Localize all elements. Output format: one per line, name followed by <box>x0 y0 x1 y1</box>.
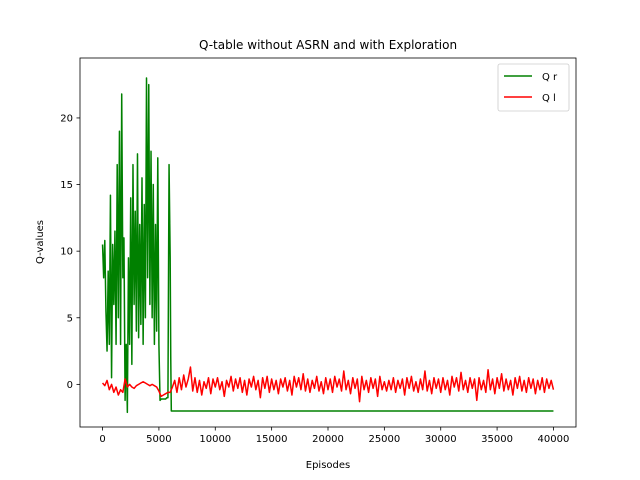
y-tick-label: 20 <box>60 113 73 124</box>
x-axis-label: Episodes <box>306 460 350 471</box>
x-tick-label: 5000 <box>146 434 171 445</box>
y-tick-label: 10 <box>60 247 73 258</box>
y-axis-label: Q-values <box>35 220 46 264</box>
x-tick-label: 0 <box>99 434 105 445</box>
series-layer <box>101 77 555 414</box>
x-tick-label: 10000 <box>199 434 231 445</box>
x-axis-ticks: 0 5000 10000 15000 20000 25000 30000 35000 40000 <box>99 427 569 445</box>
legend-box <box>497 63 570 112</box>
x-tick-label: 15000 <box>256 434 288 445</box>
series-line-q-l <box>101 366 555 403</box>
y-tick-label: 15 <box>60 180 73 191</box>
series-line-q-r <box>101 77 554 414</box>
x-tick-label: 40000 <box>538 434 570 445</box>
y-tick-label: 5 <box>67 313 73 324</box>
chart-title: Q-table without ASRN and with Exploratio… <box>199 38 457 52</box>
plot-frame <box>79 57 577 428</box>
x-tick-label: 35000 <box>481 434 513 445</box>
y-tick-label: 0 <box>67 380 73 391</box>
legend-label-q-l: Q l <box>542 93 556 104</box>
x-tick-label: 20000 <box>312 434 344 445</box>
x-tick-label: 30000 <box>425 434 457 445</box>
legend-label-q-r: Q r <box>542 72 558 83</box>
x-tick-label: 25000 <box>368 434 400 445</box>
y-axis-ticks: 0 5 10 15 20 <box>60 113 80 391</box>
legend: Q r Q l <box>497 63 570 112</box>
